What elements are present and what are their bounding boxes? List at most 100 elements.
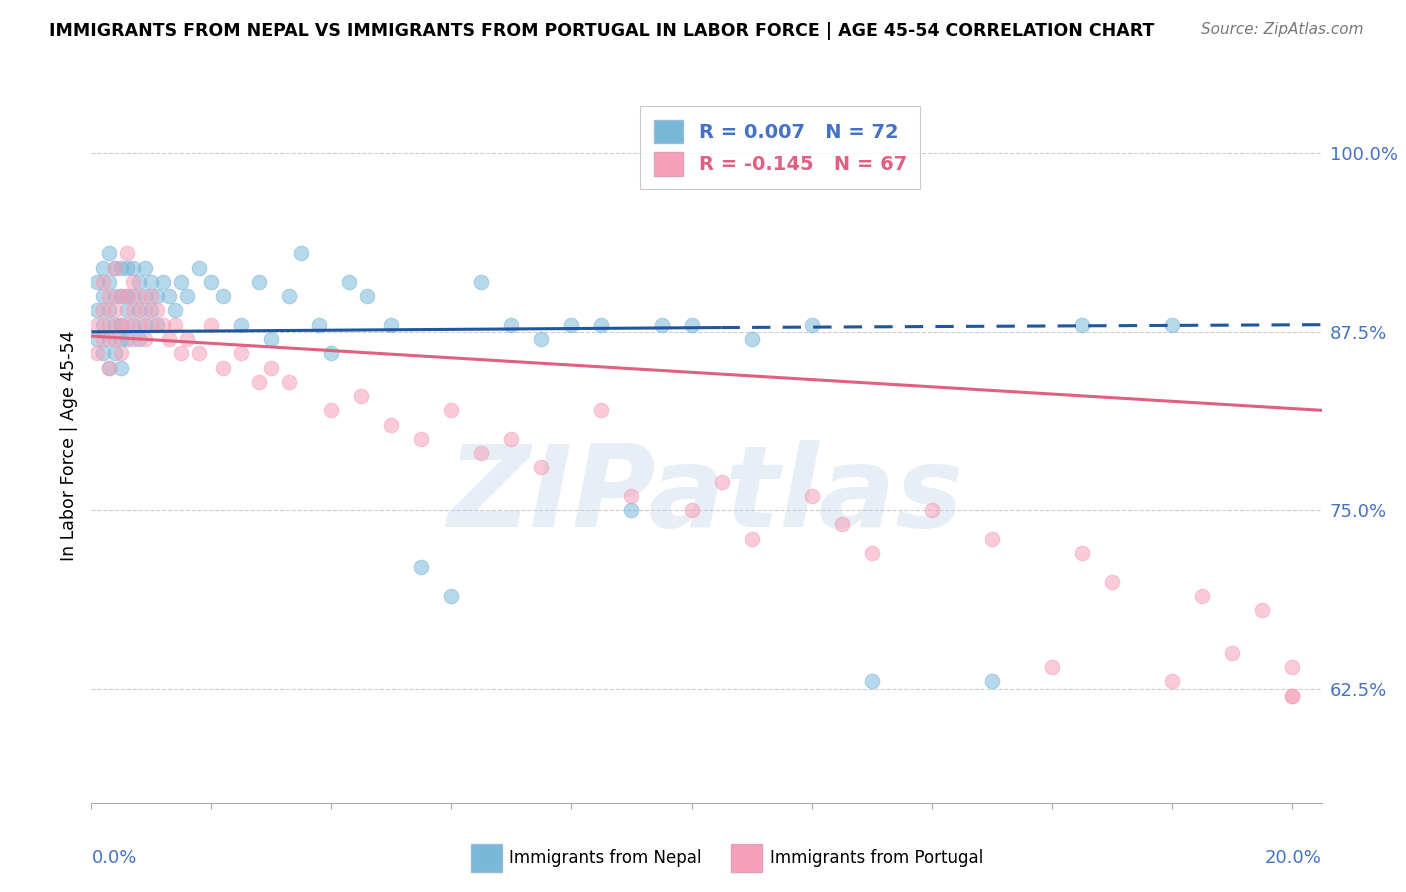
Point — [440, 589, 463, 603]
Point — [1160, 674, 1182, 689]
Point — [170, 275, 193, 289]
Point — [93, 303, 115, 318]
Point — [93, 275, 115, 289]
Point — [98, 275, 121, 289]
Point — [380, 318, 402, 332]
Text: ZIPatlas: ZIPatlas — [449, 441, 965, 551]
Point — [278, 375, 301, 389]
Point — [620, 503, 643, 517]
Point — [117, 260, 139, 275]
Point — [134, 289, 156, 303]
Point — [93, 318, 115, 332]
Point — [176, 289, 198, 303]
Point — [141, 318, 163, 332]
Point — [249, 375, 271, 389]
Point — [86, 318, 108, 332]
Point — [117, 332, 139, 346]
Point — [134, 318, 156, 332]
Point — [104, 318, 127, 332]
Point — [176, 332, 198, 346]
Point — [93, 346, 115, 360]
Point — [681, 318, 703, 332]
Point — [110, 318, 132, 332]
Point — [308, 318, 330, 332]
Point — [117, 318, 139, 332]
Point — [104, 332, 127, 346]
Point — [1281, 689, 1303, 703]
Point — [141, 303, 163, 318]
Point — [440, 403, 463, 417]
Point — [157, 289, 180, 303]
Point — [117, 246, 139, 260]
Point — [93, 260, 115, 275]
Point — [128, 275, 150, 289]
Point — [800, 318, 823, 332]
Point — [98, 289, 121, 303]
Point — [98, 360, 121, 375]
Point — [231, 346, 253, 360]
Text: Source: ZipAtlas.com: Source: ZipAtlas.com — [1201, 22, 1364, 37]
Point — [650, 318, 672, 332]
Point — [141, 289, 163, 303]
Point — [501, 432, 523, 446]
Point — [165, 303, 187, 318]
Point — [530, 332, 553, 346]
Point — [122, 332, 145, 346]
Point — [98, 318, 121, 332]
Point — [98, 332, 121, 346]
Point — [530, 460, 553, 475]
Point — [1070, 318, 1092, 332]
Point — [157, 332, 180, 346]
Y-axis label: In Labor Force | Age 45-54: In Labor Force | Age 45-54 — [59, 331, 77, 561]
Point — [620, 489, 643, 503]
Point — [110, 346, 132, 360]
Point — [380, 417, 402, 432]
Point — [128, 303, 150, 318]
Point — [110, 289, 132, 303]
Point — [146, 289, 169, 303]
Point — [278, 289, 301, 303]
Point — [980, 532, 1002, 546]
Point — [134, 260, 156, 275]
Point — [93, 332, 115, 346]
Point — [117, 289, 139, 303]
Point — [1250, 603, 1272, 617]
Point — [260, 360, 283, 375]
Point — [104, 289, 127, 303]
Point — [212, 289, 235, 303]
Point — [98, 246, 121, 260]
Point — [200, 318, 222, 332]
Point — [141, 275, 163, 289]
Point — [110, 360, 132, 375]
Text: Immigrants from Portugal: Immigrants from Portugal — [770, 849, 984, 867]
Point — [188, 260, 211, 275]
Point — [260, 332, 283, 346]
Text: 0.0%: 0.0% — [91, 849, 136, 867]
Point — [321, 403, 343, 417]
Point — [152, 275, 174, 289]
Point — [86, 332, 108, 346]
Point — [1040, 660, 1063, 674]
Point — [122, 260, 145, 275]
Point — [134, 332, 156, 346]
Point — [741, 332, 763, 346]
Point — [1070, 546, 1092, 560]
Point — [110, 318, 132, 332]
Point — [591, 318, 613, 332]
Point — [188, 346, 211, 360]
Point — [98, 360, 121, 375]
Point — [231, 318, 253, 332]
Point — [249, 275, 271, 289]
Text: Immigrants from Nepal: Immigrants from Nepal — [509, 849, 702, 867]
Point — [200, 275, 222, 289]
Point — [321, 346, 343, 360]
Point — [350, 389, 373, 403]
Text: IMMIGRANTS FROM NEPAL VS IMMIGRANTS FROM PORTUGAL IN LABOR FORCE | AGE 45-54 COR: IMMIGRANTS FROM NEPAL VS IMMIGRANTS FROM… — [49, 22, 1154, 40]
Point — [117, 303, 139, 318]
Point — [122, 289, 145, 303]
Point — [1101, 574, 1123, 589]
Point — [86, 303, 108, 318]
Point — [104, 260, 127, 275]
Point — [104, 303, 127, 318]
Point — [122, 275, 145, 289]
